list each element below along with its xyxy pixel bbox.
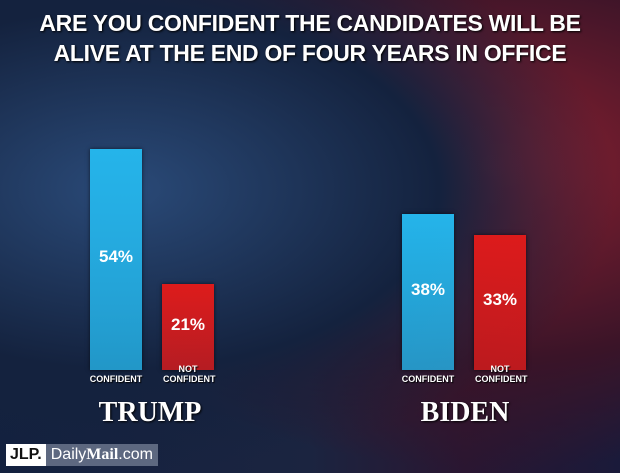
value-label: 21%	[170, 314, 206, 334]
logo-daily: Daily	[50, 446, 87, 463]
bar	[402, 214, 454, 370]
category-label: CONFIDENT	[401, 374, 455, 384]
bar	[474, 234, 526, 370]
category-label: NOT CONFIDENT	[475, 364, 528, 384]
chart-title: ARE YOU CONFIDENT THE CANDIDATES WILL BE…	[39, 10, 581, 66]
value-label: 54%	[98, 247, 134, 267]
logo-dailymail: DailyMail.com	[45, 444, 158, 466]
group-title: TRUMP	[98, 397, 202, 428]
bar	[90, 148, 142, 370]
logo-mail: Mail	[86, 446, 119, 463]
logo-jlp: JLP.	[6, 444, 46, 466]
logo: JLP. DailyMail.com	[6, 444, 158, 466]
category-label: NOT CONFIDENT	[163, 364, 216, 384]
bar	[162, 283, 214, 370]
logo-com: .com	[118, 446, 153, 463]
category-label: CONFIDENT	[89, 374, 143, 384]
value-label: 33%	[482, 290, 518, 310]
value-label: 38%	[410, 280, 446, 300]
group-title: BIDEN	[420, 397, 510, 428]
